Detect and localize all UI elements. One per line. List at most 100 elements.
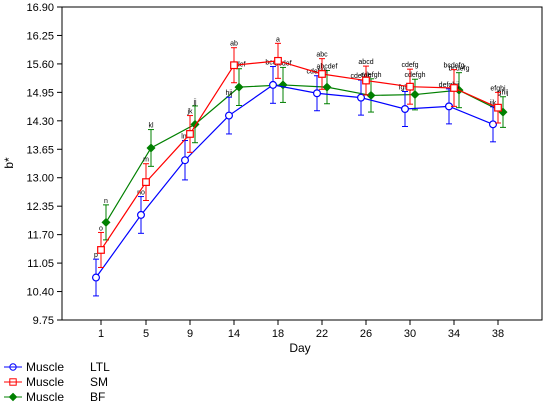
significance-label: hij	[225, 90, 232, 97]
significance-label: jj	[192, 99, 197, 106]
series-line	[95, 84, 494, 278]
x-axis: 1 5 9 14 18 22 26 30 34 38	[98, 320, 504, 340]
x-tick-label: 5	[143, 328, 149, 340]
significance-label: ghij	[498, 90, 509, 97]
y-tick-label: 14.30	[26, 116, 54, 128]
data-point-square-icon	[362, 76, 370, 85]
y-axis-title: b*	[2, 157, 16, 169]
significance-label: abcd	[358, 59, 373, 66]
y-tick-label: 13.65	[26, 144, 54, 156]
x-tick-label: 9	[187, 328, 193, 340]
y-tick-label: 12.35	[26, 201, 54, 213]
y-tick-label: 11.70	[27, 230, 54, 242]
data-point-square-icon	[274, 56, 282, 65]
legend-circle-marker-icon	[9, 363, 17, 371]
x-tick-label: 14	[228, 328, 240, 340]
y-tick-label: 15.60	[26, 59, 54, 71]
significance-label: ab	[230, 41, 238, 48]
data-point-square-icon	[230, 61, 238, 70]
x-tick-label: 38	[492, 328, 504, 340]
significance-label: no	[137, 190, 145, 197]
significance-label: bcde	[265, 60, 280, 67]
data-point-square-icon	[450, 84, 458, 92]
legend-factor-ltl: Muscle	[26, 360, 64, 374]
series-line	[100, 60, 499, 251]
legend-square-marker-icon	[9, 378, 17, 386]
data-point-square-icon	[406, 82, 414, 91]
y-tick-label: 11.05	[27, 258, 54, 270]
significance-label: cdefgh	[350, 73, 371, 80]
x-tick-label: 30	[404, 328, 416, 340]
data-point-circle-icon	[313, 89, 322, 98]
data-point-square-icon	[494, 103, 502, 112]
legend-level-sm: SM	[90, 375, 108, 389]
significance-label: bcdef	[274, 60, 291, 67]
data-point-circle-icon	[357, 93, 366, 102]
x-tick-label: 34	[448, 328, 460, 340]
legend-level-ltl: LTL	[90, 360, 110, 374]
significance-label: lm	[181, 134, 189, 141]
significance-label: p	[94, 252, 98, 259]
plot-frame	[61, 6, 543, 321]
data-point-circle-icon	[91, 273, 100, 282]
y-tick-label: 9.75	[33, 315, 54, 327]
data-point-circle-icon	[181, 156, 190, 165]
legend-item-sm: Muscle SM	[4, 375, 108, 389]
data-point-diamond-icon	[366, 90, 376, 100]
legend-factor-bf: Muscle	[26, 390, 64, 404]
x-axis-title: Day	[289, 341, 310, 355]
significance-label: jk	[186, 109, 193, 116]
significance-label: abcdef	[316, 63, 337, 70]
data-point-circle-icon	[225, 111, 234, 120]
significance-label: ijk	[490, 100, 497, 107]
legend-diamond-marker-icon	[8, 392, 18, 402]
data-point-diamond-icon	[410, 90, 420, 100]
data-point-square-icon	[186, 130, 194, 138]
data-point-diamond-icon	[322, 82, 332, 92]
data-point-square-icon	[142, 178, 150, 187]
x-tick-label: 1	[98, 328, 104, 340]
data-point-square-icon	[97, 246, 105, 254]
y-tick-label: 16.90	[26, 2, 54, 14]
data-point-square-icon	[318, 70, 326, 78]
data-point-circle-icon	[401, 104, 410, 113]
data-point-diamond-icon	[101, 217, 111, 227]
significance-label: m	[143, 157, 149, 164]
legend-item-ltl: Muscle LTL	[4, 360, 110, 374]
series-line	[105, 84, 504, 223]
y-tick-label: 16.25	[26, 30, 54, 42]
significance-label: o	[99, 225, 103, 232]
significance-label: bcdefg	[448, 66, 469, 73]
data-point-circle-icon	[489, 120, 498, 129]
legend-level-bf: BF	[90, 390, 105, 404]
y-tick-label: 10.40	[26, 287, 54, 299]
legend-item-bf: Muscle BF	[4, 390, 105, 404]
data-point-diamond-icon	[146, 143, 156, 153]
significance-label: cdefgh	[404, 72, 425, 79]
x-tick-label: 18	[272, 328, 284, 340]
significance-label: fghij	[399, 84, 412, 91]
x-tick-label: 26	[360, 328, 372, 340]
significance-label: abc	[316, 52, 328, 59]
y-tick-label: 14.95	[26, 87, 54, 99]
significance-label: efghi	[490, 85, 506, 92]
data-point-circle-icon	[137, 210, 146, 219]
significance-label: defghij	[439, 82, 460, 89]
significance-label: n	[104, 198, 108, 205]
significance-label: bcdefg	[443, 63, 464, 70]
significance-label: cdefg	[401, 62, 418, 69]
significance-label: a	[276, 36, 280, 43]
legend: Muscle LTL Muscle SM Muscle BF	[4, 360, 110, 404]
significance-label: cdefgh	[360, 72, 381, 79]
y-axis: 9.75 10.40 11.05 11.70 12.35 13.00 13.65 14.30 1…	[26, 2, 62, 327]
data-point-diamond-icon	[234, 82, 244, 92]
y-tick-label: 13.00	[26, 173, 54, 185]
significance-label: kl	[148, 123, 154, 130]
data-point-circle-icon	[269, 80, 278, 89]
legend-factor-sm: Muscle	[26, 375, 64, 389]
x-tick-label: 22	[316, 328, 328, 340]
series-sm: o m jk ab a abc abcd cdefg bcdefg efghi	[97, 36, 506, 268]
